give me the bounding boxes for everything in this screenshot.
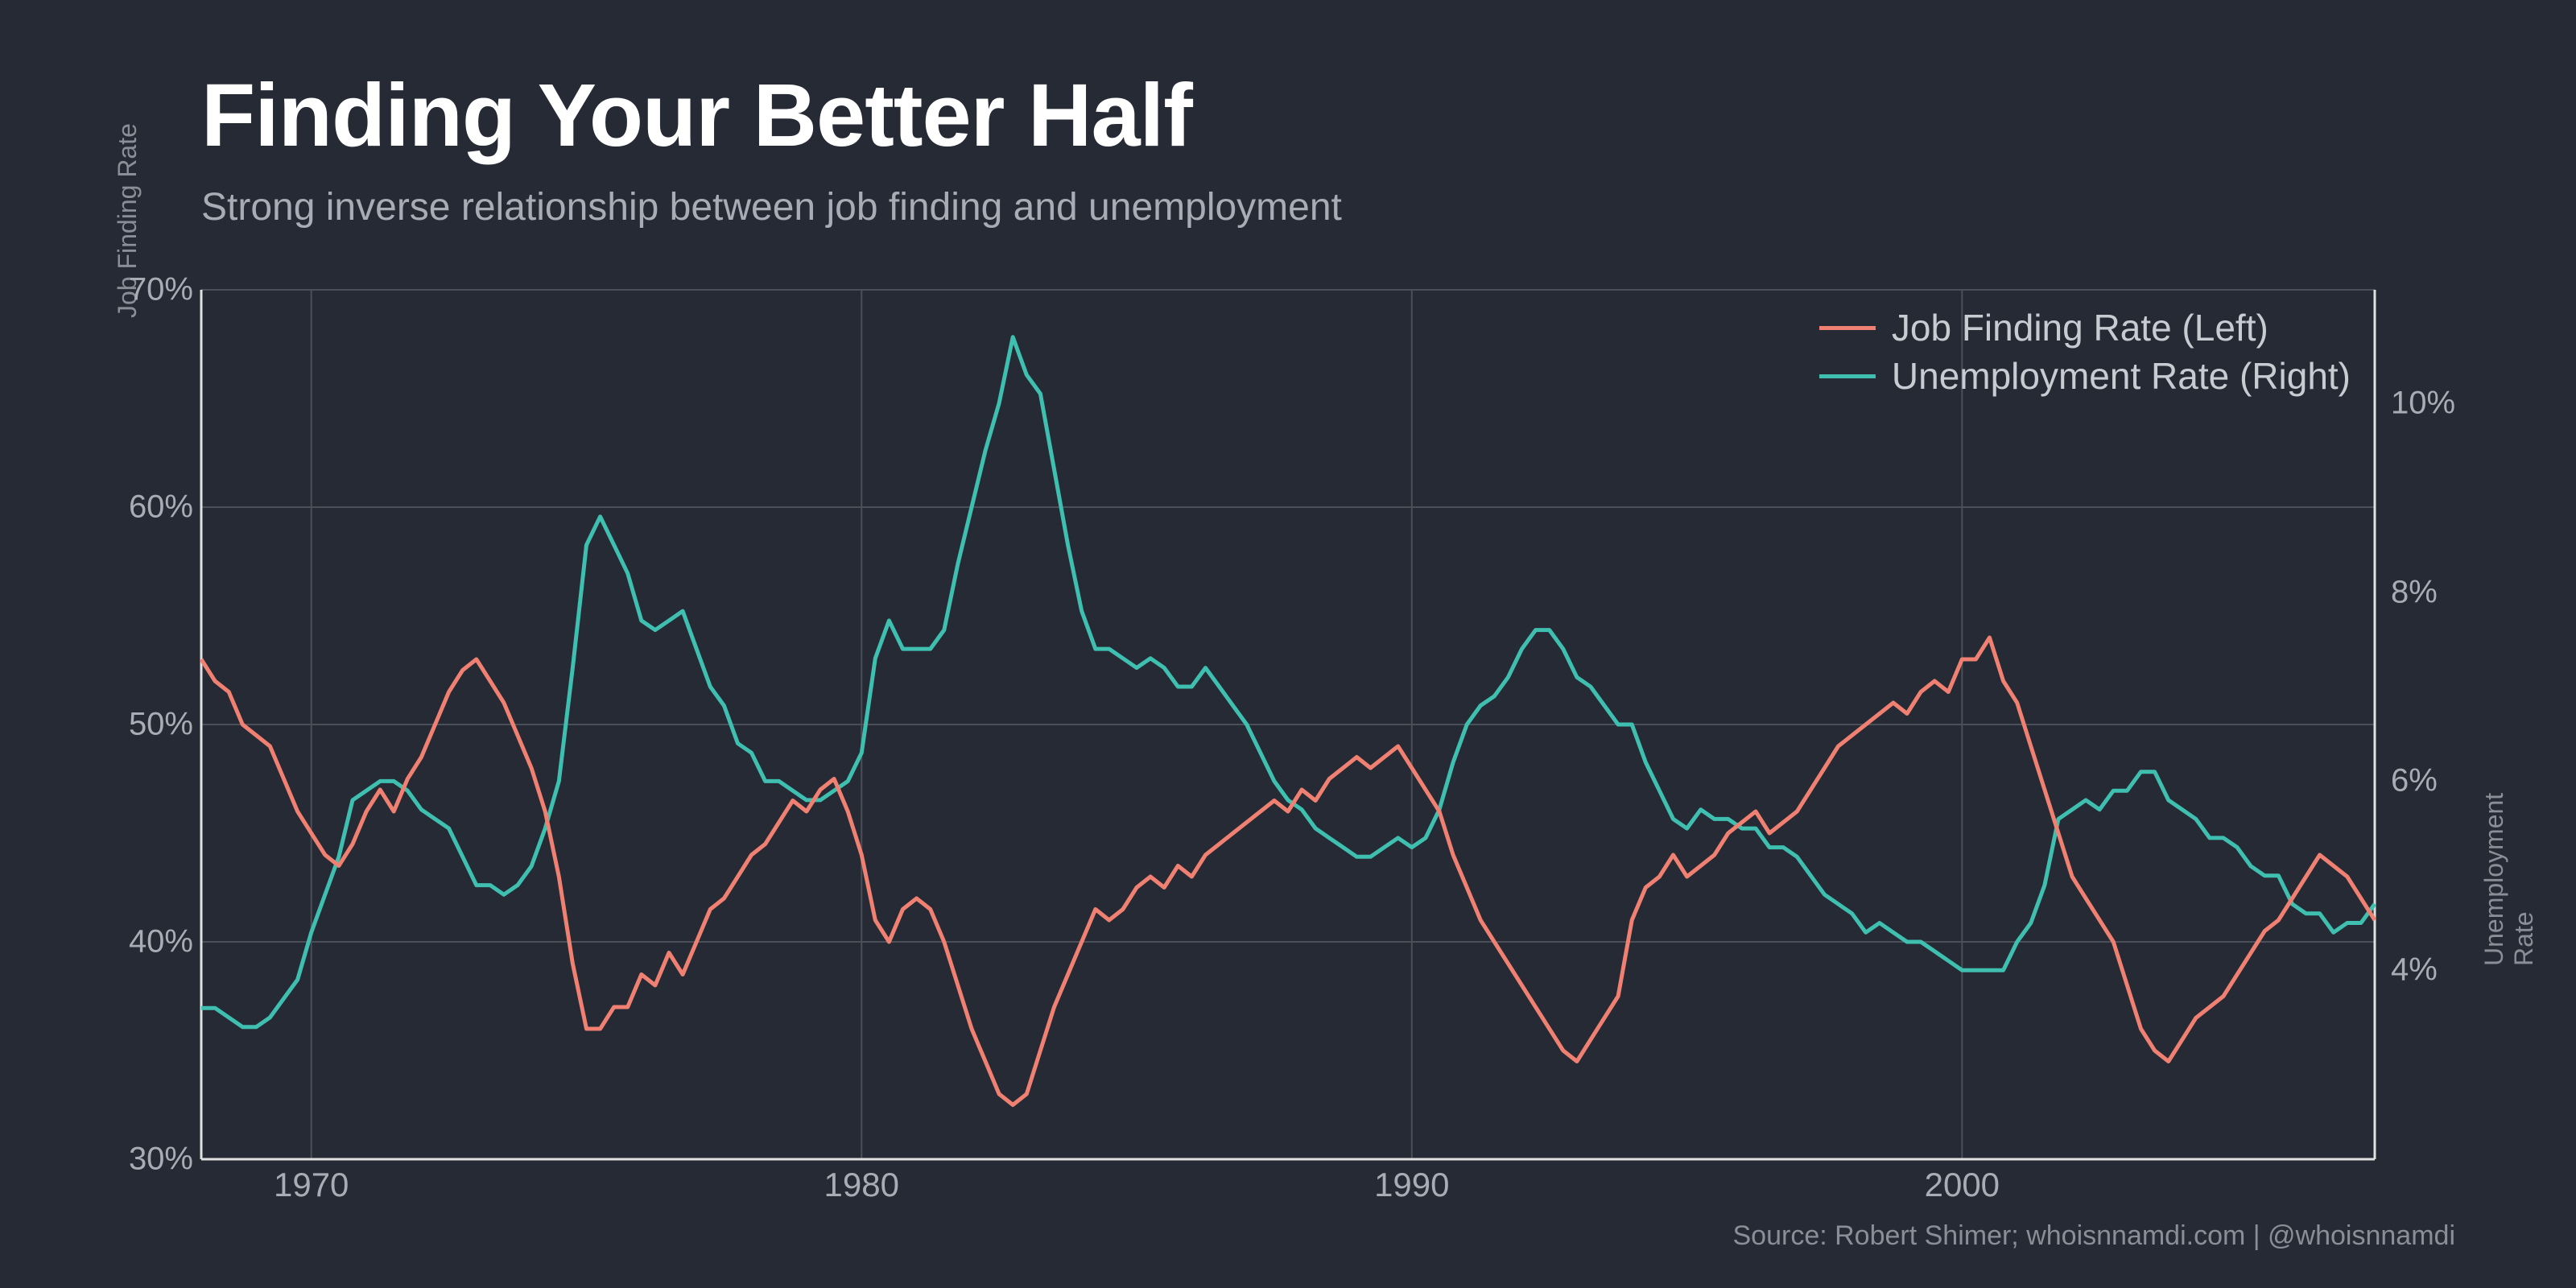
y-right-tick-label: 10% [2375, 385, 2455, 421]
legend-swatch [1819, 374, 1876, 378]
y-right-tick-label: 8% [2375, 574, 2438, 610]
y-right-tick-label: 4% [2375, 952, 2438, 989]
source-caption: Source: Robert Shimer; whoisnnamdi.com |… [1733, 1220, 2456, 1252]
y-left-tick-label: 40% [129, 924, 201, 960]
legend-label: Unemployment Rate (Right) [1892, 354, 2351, 398]
x-tick-label: 2000 [1925, 1159, 2000, 1204]
legend-item: Unemployment Rate (Right) [1819, 354, 2351, 398]
legend-item: Job Finding Rate (Left) [1819, 306, 2351, 349]
y-left-tick-label: 60% [129, 489, 201, 526]
legend: Job Finding Rate (Left) Unemployment Rate… [1819, 306, 2351, 402]
chart-svg [201, 290, 2375, 1159]
legend-swatch [1819, 326, 1876, 330]
y-axis-right-title: Unemployment Rate [2479, 793, 2539, 966]
y-left-tick-label: 70% [129, 272, 201, 308]
x-tick-label: 1970 [274, 1159, 349, 1204]
chart-area: Job Finding Rate (Left) Unemployment Rate… [201, 290, 2375, 1159]
y-right-tick-label: 6% [2375, 763, 2438, 799]
y-left-tick-label: 30% [129, 1141, 201, 1178]
chart-title: Finding Your Better Half [201, 64, 1192, 167]
x-tick-label: 1990 [1374, 1159, 1449, 1204]
x-tick-label: 1980 [824, 1159, 899, 1204]
line-unemployment [201, 337, 2375, 1027]
legend-label: Job Finding Rate (Left) [1892, 306, 2268, 349]
y-left-tick-label: 50% [129, 707, 201, 743]
chart-subtitle: Strong inverse relationship between job … [201, 185, 1342, 229]
